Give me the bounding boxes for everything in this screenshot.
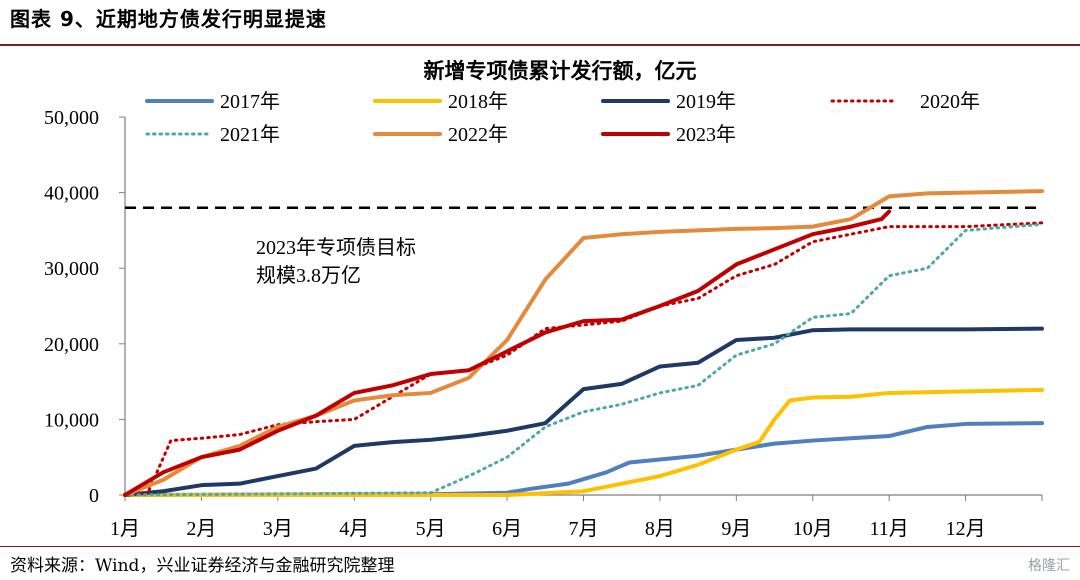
series-line-5: [123, 222, 1044, 497]
x-tick-label: 3月: [263, 518, 293, 540]
x-tick-label: 8月: [645, 518, 675, 540]
source-note: 资料来源：Wind，兴业证券经济与金融研究院整理: [10, 556, 395, 576]
series-group: [123, 189, 1044, 497]
bottom-divider: [0, 546, 1080, 547]
x-tick-label: 6月: [492, 518, 522, 540]
legend-label-1: 2017年: [220, 90, 280, 113]
target-label-line1: 2023年专项债目标: [256, 236, 416, 259]
x-tick-label: 12月: [946, 518, 986, 540]
x-tick-label: 10月: [793, 518, 833, 540]
y-tick-label: 50,000: [44, 107, 99, 129]
y-tick-label: 40,000: [44, 183, 99, 205]
legend-label-3: 2019年: [676, 90, 736, 113]
y-tick-label: 30,000: [44, 258, 99, 280]
watermark-logo: 格隆汇: [1028, 558, 1070, 574]
target-label-line2: 规模3.8万亿: [256, 264, 361, 287]
x-tick-label: 5月: [416, 518, 446, 540]
figure-title: 图表 9、近期地方债发行明显提速: [10, 7, 327, 31]
series-line-6: [123, 189, 1044, 497]
top-divider: [0, 44, 1080, 46]
x-tick-label: 7月: [569, 518, 599, 540]
y-tick-label: 20,000: [44, 334, 99, 356]
series-line-4: [123, 221, 1044, 497]
y-tick-label: 10,000: [44, 409, 99, 431]
x-tick-label: 1月: [110, 518, 140, 540]
x-tick-label: 4月: [339, 518, 369, 540]
series-line-2: [123, 387, 1044, 497]
legend-label-6: 2022年: [448, 123, 508, 146]
x-tick-label: 2月: [186, 518, 216, 540]
series-line-3: [123, 326, 1044, 497]
legend-label-2: 2018年: [448, 90, 508, 113]
series-line-1: [123, 421, 1044, 497]
axes: 0 10,000 20,000 30,000 40,000 50,000 1月 2月 3月 4月 5…: [44, 107, 1043, 540]
legend-label-5: 2021年: [220, 123, 280, 146]
line-chart: 新增专项债累计发行额，亿元 0 10,000 20,000 30,000 40,000 5…: [44, 59, 1044, 540]
legend-label-4: 2020年: [920, 90, 980, 113]
y-tick-label: 0: [89, 485, 99, 507]
x-tick-label: 11月: [870, 518, 909, 540]
legend-label-7: 2023年: [676, 123, 736, 146]
legend: 2017年 2018年 2019年 2020年 2021年 2022年 2023年: [145, 90, 980, 146]
chart-title: 新增专项债累计发行额，亿元: [424, 59, 697, 83]
x-tick-label: 9月: [721, 518, 751, 540]
series-line-7: [123, 209, 892, 497]
